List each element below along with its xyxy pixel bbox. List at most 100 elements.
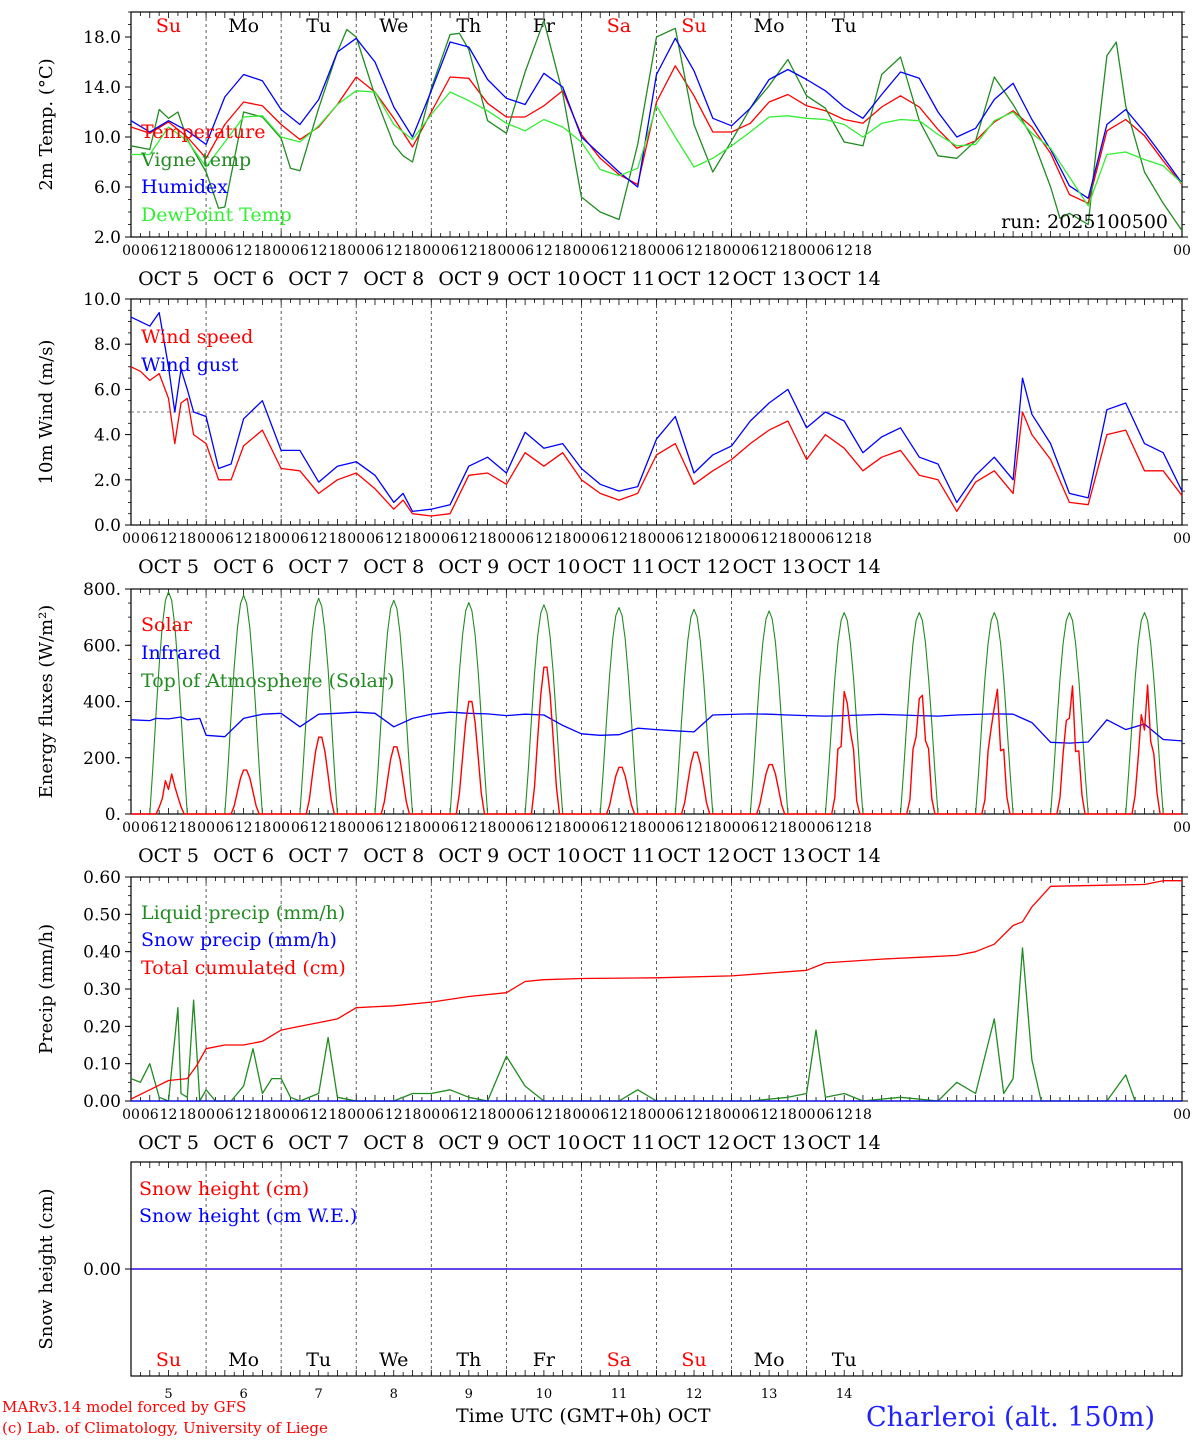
hour-tick-label: 18 — [854, 1107, 872, 1123]
hour-tick-label: 06 — [741, 1107, 759, 1123]
series-line-dew — [131, 90, 1183, 207]
date-label: OCT 5 — [138, 268, 199, 290]
hour-tick-label: 00 — [122, 531, 140, 547]
hour-tick-label: 18 — [554, 243, 572, 259]
date-label: OCT 7 — [288, 268, 349, 290]
hour-tick-label: 12 — [760, 243, 778, 259]
day-name-label: Su — [681, 15, 706, 37]
run-label: run: 2025100500 — [1001, 211, 1168, 233]
y-tick-label: 0.60 — [83, 868, 121, 888]
hour-tick-label: 06 — [441, 820, 459, 836]
hour-tick-label: 12 — [685, 820, 703, 836]
y-tick-label: 2.0 — [94, 471, 121, 491]
date-label: OCT 6 — [213, 1132, 274, 1154]
date-label: OCT 13 — [733, 268, 806, 290]
y-axis-label: Snow height (cm) — [36, 1188, 57, 1349]
hour-tick-label: 00 — [573, 1107, 591, 1123]
day-name-label: Fr — [533, 1349, 556, 1371]
y-tick-label: 4.0 — [94, 426, 121, 446]
hour-tick-label: 18 — [329, 1107, 347, 1123]
hour-tick-label: 18 — [779, 1107, 797, 1123]
panel-frame — [130, 588, 1183, 815]
hour-tick-label: 18 — [779, 531, 797, 547]
hour-tick-label: 12 — [460, 820, 478, 836]
day-name-label: Mo — [754, 15, 785, 37]
date-label: OCT 12 — [658, 845, 731, 867]
day-name-label: Tu — [306, 1349, 331, 1371]
date-label: OCT 9 — [438, 845, 499, 867]
hour-tick-label: 06 — [516, 1107, 534, 1123]
hour-tick-label: 18 — [629, 820, 647, 836]
hour-tick-label: 00 — [347, 531, 365, 547]
hour-tick-label: 06 — [741, 531, 759, 547]
hour-tick-label: 12 — [310, 1107, 328, 1123]
hour-tick-label: 12 — [160, 1107, 178, 1123]
y-axis-label: Energy fluxes (W/m²) — [36, 605, 57, 799]
hour-tick-label: 12 — [235, 820, 253, 836]
hour-tick-label: 12 — [760, 1107, 778, 1123]
hour-tick-label: 00 — [573, 531, 591, 547]
date-label: OCT 14 — [808, 556, 881, 578]
hour-tick-label: 18 — [253, 531, 271, 547]
date-label: OCT 5 — [138, 845, 199, 867]
hour-tick-label: 18 — [479, 531, 497, 547]
hour-tick-label: 06 — [141, 1107, 159, 1123]
hour-tick-label: 00 — [648, 531, 666, 547]
hour-tick-label: 06 — [291, 820, 309, 836]
legend-label: Temperature — [141, 121, 265, 143]
y-tick-label: 6.0 — [94, 380, 121, 400]
hour-tick-label: 18 — [404, 820, 422, 836]
footer-model: MARv3.14 model forced by GFS — [2, 1398, 247, 1416]
y-tick-label: 0.0 — [94, 516, 121, 536]
hour-tick-label: 18 — [178, 531, 196, 547]
day-number-label: 8 — [390, 1387, 398, 1402]
legend-label: Solar — [141, 614, 193, 636]
date-label: OCT 9 — [438, 1132, 499, 1154]
hour-tick-label: 06 — [141, 243, 159, 259]
y-tick-label: 600. — [83, 636, 121, 656]
hour-tick-label: 18 — [329, 531, 347, 547]
hour-tick-label: 18 — [479, 820, 497, 836]
day-name-label: We — [379, 15, 408, 37]
date-label: OCT 7 — [288, 556, 349, 578]
hour-tick-label: 00 — [272, 820, 290, 836]
day-name-label: Sa — [607, 15, 631, 37]
hour-tick-label: 12 — [760, 531, 778, 547]
hour-tick-label: 00 — [497, 243, 515, 259]
hour-tick-label: 12 — [385, 531, 403, 547]
hour-tick-label: 12 — [835, 820, 853, 836]
day-name-label: We — [379, 1349, 408, 1371]
hour-tick-label: 18 — [554, 1107, 572, 1123]
date-label: OCT 8 — [363, 1132, 424, 1154]
y-tick-label: 10.0 — [83, 290, 121, 310]
hour-tick-label: 06 — [291, 1107, 309, 1123]
date-label: OCT 6 — [213, 845, 274, 867]
day-name-label: Su — [156, 1349, 181, 1371]
y-tick-label: 2.0 — [94, 228, 121, 248]
hour-tick-label: 18 — [854, 531, 872, 547]
day-name-label: Tu — [832, 15, 857, 37]
day-name-label: Mo — [228, 15, 259, 37]
hour-tick-label: 12 — [160, 820, 178, 836]
hour-tick-label: 12 — [835, 1107, 853, 1123]
hour-tick-label: 06 — [366, 820, 384, 836]
hour-tick-label: 18 — [329, 243, 347, 259]
hour-tick-label: 00 — [422, 820, 440, 836]
date-label: OCT 11 — [582, 1132, 655, 1154]
hour-tick-label: 12 — [235, 1107, 253, 1123]
hour-tick-label: 18 — [854, 820, 872, 836]
y-tick-label: 800. — [83, 580, 121, 600]
hour-tick-label: 12 — [160, 531, 178, 547]
y-tick-label: 0.00 — [83, 1092, 121, 1112]
y-tick-label: 0.20 — [83, 1017, 121, 1037]
day-number-label: 7 — [315, 1387, 323, 1402]
day-name-label: Tu — [306, 15, 331, 37]
hour-tick-label: 12 — [535, 531, 553, 547]
date-label: OCT 7 — [288, 845, 349, 867]
y-tick-label: 0. — [105, 805, 121, 825]
hour-tick-label: 00 — [798, 243, 816, 259]
series-line-vigne — [130, 20, 1183, 232]
date-label: OCT 12 — [658, 1132, 731, 1154]
hour-tick-label: 00 — [798, 531, 816, 547]
hour-tick-label: 06 — [591, 531, 609, 547]
